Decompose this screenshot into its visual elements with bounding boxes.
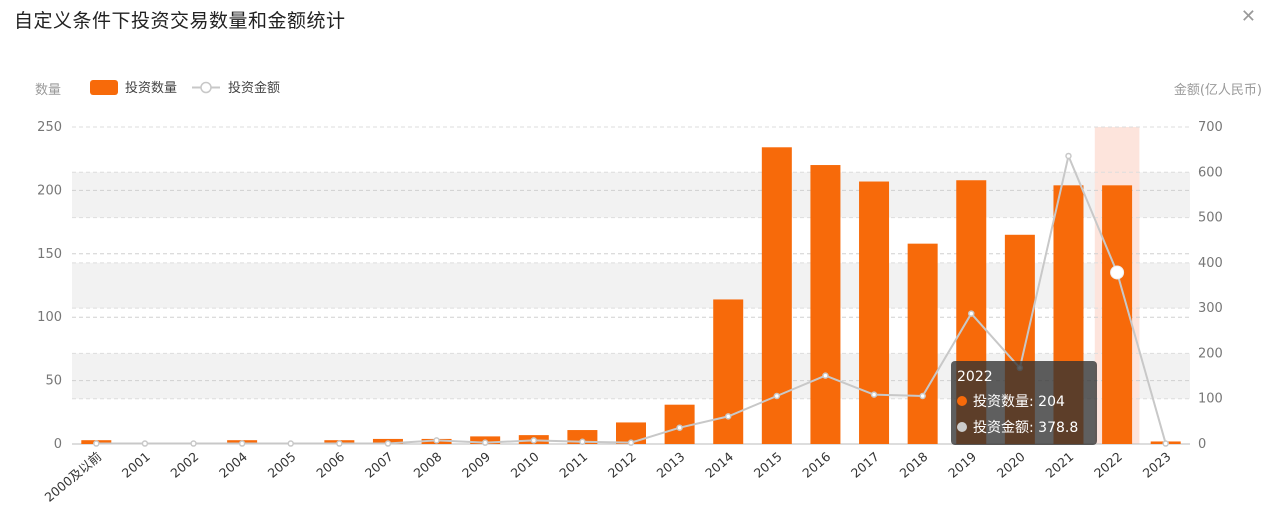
amount-point-2000及以前[interactable] <box>93 440 100 447</box>
amount-point-2021[interactable] <box>1065 152 1072 160</box>
amount-point-2017[interactable] <box>870 391 878 398</box>
x-tick: 2022 <box>1091 449 1125 481</box>
bar-2022[interactable] <box>1102 185 1133 444</box>
legend-bar-swatch <box>90 80 118 95</box>
x-tick: 2019 <box>945 449 979 481</box>
amount-point-2005[interactable] <box>287 440 294 447</box>
tooltip-year: 2022 <box>957 369 993 385</box>
amount-point-2018[interactable] <box>919 392 926 400</box>
legend-bar-label: 投资数量 <box>125 80 177 96</box>
x-tick: 2005 <box>265 449 299 481</box>
amount-point-2007[interactable] <box>384 440 392 447</box>
y-tick-right: 200 <box>1198 346 1223 361</box>
chart-tooltip: 2022 投资数量: 204 投资金额: 378.8 <box>951 361 1097 445</box>
x-tick: 2015 <box>751 449 785 481</box>
x-tick: 2009 <box>459 449 493 481</box>
amount-point-2011[interactable] <box>579 438 586 445</box>
x-tick: 2016 <box>799 449 833 481</box>
amount-point-2004[interactable] <box>238 440 246 447</box>
x-tick: 2001 <box>119 449 153 481</box>
x-tick: 2000及以前 <box>41 449 104 505</box>
y-tick-right: 0 <box>1198 437 1206 452</box>
amount-point-2010[interactable] <box>530 437 538 444</box>
x-tick: 2002 <box>167 449 201 481</box>
y-tick-right: 400 <box>1198 256 1223 271</box>
amount-point-2013[interactable] <box>676 424 683 431</box>
tooltip-count: 投资数量: 204 <box>973 394 1065 410</box>
amount-point-2019[interactable] <box>968 310 975 317</box>
x-tick: 2007 <box>362 449 396 481</box>
amount-point-2008[interactable] <box>433 437 440 444</box>
y-tick-right: 300 <box>1198 301 1223 316</box>
legend-line-marker <box>200 81 212 94</box>
y-tick-right: 700 <box>1198 120 1223 135</box>
x-tick: 2021 <box>1042 449 1076 481</box>
y-tick-right: 600 <box>1198 165 1223 180</box>
y-tick-left: 0 <box>54 437 62 452</box>
x-tick: 2010 <box>508 449 542 481</box>
legend-line-label: 投资金额 <box>228 80 280 96</box>
grid-band <box>72 172 1190 218</box>
bar-2011[interactable] <box>567 430 598 444</box>
amount-point-2014[interactable] <box>724 413 732 420</box>
tooltip-amount-dot <box>957 422 967 432</box>
x-tick: 2011 <box>556 449 590 481</box>
y-tick-left: 150 <box>37 247 62 262</box>
amount-point-2009[interactable] <box>481 439 489 446</box>
amount-point-2006[interactable] <box>336 440 343 447</box>
y-axis-label-left: 数量 <box>35 83 61 98</box>
y-tick-right: 500 <box>1198 211 1223 226</box>
x-tick: 2006 <box>313 449 347 481</box>
x-tick: 2004 <box>216 449 250 481</box>
x-tick: 2012 <box>605 449 639 481</box>
amount-point-2001[interactable] <box>141 440 149 447</box>
bar-2014[interactable] <box>713 299 744 444</box>
bar-2016[interactable] <box>810 165 841 445</box>
y-tick-left: 100 <box>37 310 62 325</box>
page-title: 自定义条件下投资交易数量和金额统计 <box>14 10 346 32</box>
bar-2018[interactable] <box>907 243 938 444</box>
x-tick: 2008 <box>410 449 444 481</box>
close-icon[interactable]: ✕ <box>1240 6 1256 27</box>
amount-point-2016[interactable] <box>822 372 829 379</box>
x-tick: 2023 <box>1140 449 1174 481</box>
amount-point-highlight <box>1110 265 1125 280</box>
y-tick-right: 100 <box>1198 392 1223 407</box>
tooltip-amount: 投资金额: 378.8 <box>973 420 1079 436</box>
y-axis-label-right: 金额(亿人民币) <box>1174 82 1262 98</box>
x-tick: 2020 <box>994 449 1028 481</box>
x-tick: 2017 <box>848 449 882 481</box>
bar-2012[interactable] <box>616 422 646 444</box>
x-tick: 2018 <box>897 449 931 481</box>
y-tick-left: 200 <box>37 183 62 198</box>
x-tick: 2013 <box>654 449 688 481</box>
y-tick-left: 250 <box>37 120 62 135</box>
y-tick-left: 50 <box>45 374 62 389</box>
bar-2017[interactable] <box>859 181 890 445</box>
amount-point-2012[interactable] <box>627 439 635 446</box>
amount-point-2023[interactable] <box>1162 440 1169 447</box>
amount-point-2015[interactable] <box>773 392 781 400</box>
tooltip-count-row: 投资数量: 204 <box>957 391 1091 411</box>
amount-point-2002[interactable] <box>190 440 197 447</box>
tooltip-amount-row: 投资金额: 378.8 <box>957 417 1091 437</box>
grid-band <box>72 262 1190 309</box>
tooltip-count-dot <box>957 396 967 406</box>
x-tick: 2014 <box>702 449 736 481</box>
